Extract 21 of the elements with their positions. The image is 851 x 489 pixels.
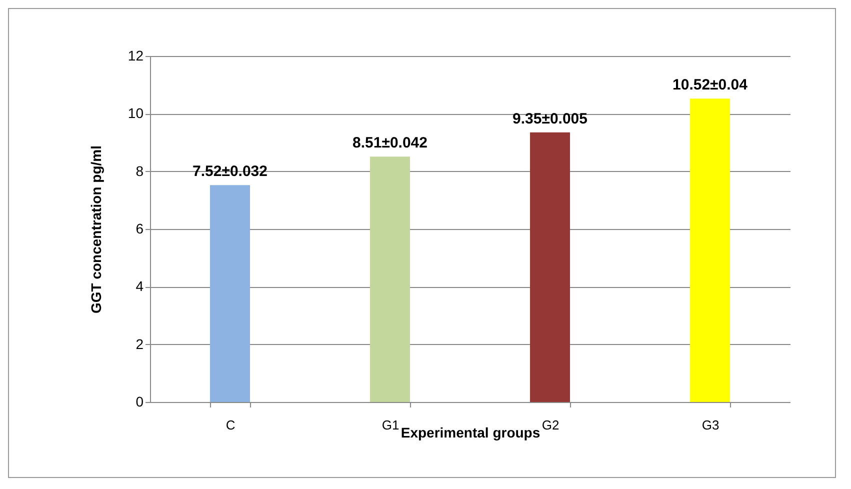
y-tick-label: 8 — [136, 162, 144, 179]
data-label: 10.52±0.04 — [672, 76, 748, 94]
x-axis-title: Experimental groups — [400, 424, 540, 440]
x-tick-label: C — [226, 418, 236, 432]
data-label: 9.35±0.005 — [512, 110, 588, 128]
y-tick-label: 0 — [136, 394, 144, 410]
y-tick-label: 6 — [136, 220, 144, 236]
y-tick-label: 12 — [128, 48, 144, 64]
y-axis-title: GGT concentration pg/ml — [88, 145, 104, 314]
bar — [690, 98, 730, 402]
y-tick-label: 10 — [128, 105, 144, 122]
x-tick-label: G1 — [382, 418, 400, 432]
bar — [530, 132, 570, 402]
bar — [370, 156, 410, 402]
y-tick-label: 4 — [136, 278, 144, 294]
bar — [210, 185, 250, 402]
data-label: 7.52±0.032 — [192, 163, 268, 180]
x-tick-label: G2 — [542, 418, 560, 432]
data-label: 8.51±0.042 — [352, 134, 428, 152]
y-tick-label: 2 — [136, 336, 144, 352]
x-tick-label: G3 — [702, 418, 720, 432]
